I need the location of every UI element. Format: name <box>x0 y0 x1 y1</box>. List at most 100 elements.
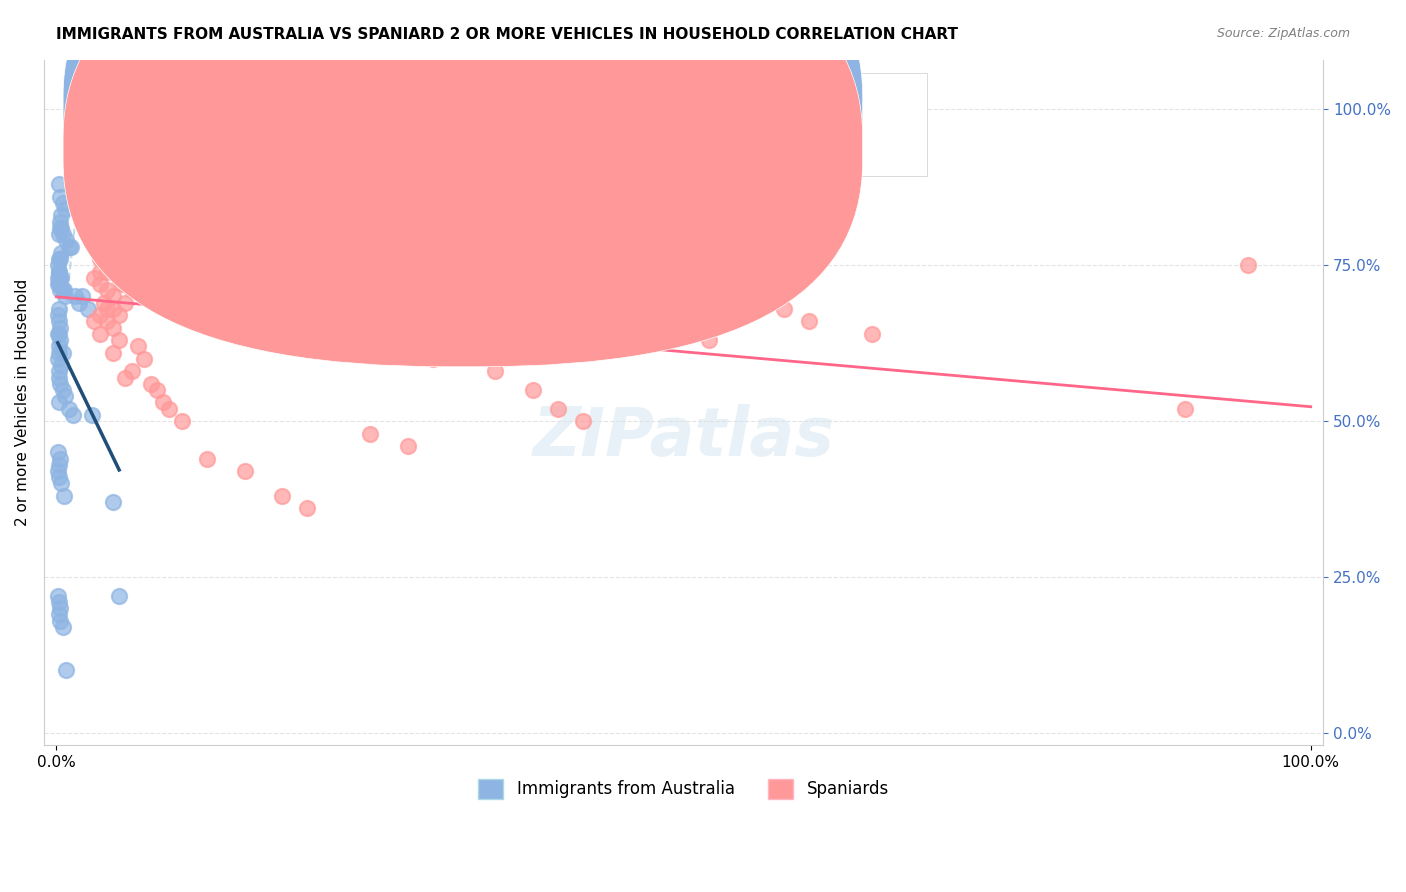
Point <box>86 233 108 247</box>
Point <box>114 370 136 384</box>
Point <box>51 358 73 372</box>
Text: ZIPatlas: ZIPatlas <box>533 404 835 470</box>
Point <box>114 258 136 272</box>
Point <box>48 458 70 472</box>
Point <box>359 426 381 441</box>
Point <box>48 277 70 291</box>
Point <box>152 395 174 409</box>
Point <box>48 595 70 609</box>
Point <box>108 308 131 322</box>
Point <box>396 439 419 453</box>
Point <box>101 495 124 509</box>
Point <box>860 326 883 341</box>
Point <box>139 376 162 391</box>
Point <box>48 607 70 622</box>
Point <box>108 270 131 285</box>
Point <box>773 301 796 316</box>
Point <box>49 220 72 235</box>
Point <box>49 252 72 266</box>
Point <box>101 301 124 316</box>
Point <box>48 264 70 278</box>
Point <box>46 270 69 285</box>
Point <box>48 178 70 192</box>
Point <box>46 308 69 322</box>
Text: Source: ZipAtlas.com: Source: ZipAtlas.com <box>1216 27 1350 40</box>
Point <box>52 383 75 397</box>
Point <box>297 501 319 516</box>
Point <box>233 464 256 478</box>
Text: R =  0.161   N = 74: R = 0.161 N = 74 <box>492 135 654 153</box>
Point <box>48 364 70 378</box>
Point <box>52 620 75 634</box>
Point <box>49 614 72 628</box>
Point <box>96 258 118 272</box>
Point <box>48 264 70 278</box>
Point <box>51 270 73 285</box>
Point <box>53 289 76 303</box>
Point <box>65 289 87 303</box>
Point <box>121 364 143 378</box>
Point <box>53 389 76 403</box>
Point <box>146 383 169 397</box>
Point <box>49 376 72 391</box>
Point <box>170 414 193 428</box>
Point <box>101 320 124 334</box>
Point <box>49 283 72 297</box>
Point <box>67 295 90 310</box>
Point <box>111 277 134 291</box>
Point <box>96 264 118 278</box>
Point <box>48 215 70 229</box>
Point <box>83 215 105 229</box>
Point <box>96 314 118 328</box>
Point <box>80 408 103 422</box>
Point <box>484 364 506 378</box>
Point <box>48 339 70 353</box>
Point <box>48 314 70 328</box>
Point <box>46 589 69 603</box>
Point <box>46 326 69 341</box>
Point <box>89 264 111 278</box>
Point <box>114 227 136 241</box>
Point <box>271 489 294 503</box>
Point <box>101 239 124 253</box>
Point <box>121 233 143 247</box>
Point <box>49 601 72 615</box>
Point <box>58 401 80 416</box>
Point <box>51 476 73 491</box>
Point <box>195 451 218 466</box>
Y-axis label: 2 or more Vehicles in Household: 2 or more Vehicles in Household <box>15 279 30 526</box>
Point <box>89 277 111 291</box>
Point <box>58 239 80 253</box>
Point <box>48 301 70 316</box>
Text: R = 0.332   N = 69: R = 0.332 N = 69 <box>492 94 650 112</box>
Point <box>89 252 111 266</box>
Point <box>672 320 695 334</box>
FancyBboxPatch shape <box>63 0 863 326</box>
Point <box>48 395 70 409</box>
Point <box>1237 258 1260 272</box>
Point <box>96 283 118 297</box>
Point <box>55 233 77 247</box>
Point <box>108 239 131 253</box>
Point <box>108 245 131 260</box>
FancyBboxPatch shape <box>63 0 863 367</box>
Point <box>89 326 111 341</box>
Point <box>49 190 72 204</box>
Point <box>83 314 105 328</box>
Point <box>48 326 70 341</box>
Point <box>108 220 131 235</box>
Point <box>127 339 149 353</box>
Point <box>49 451 72 466</box>
Point <box>422 351 444 366</box>
Point <box>48 345 70 359</box>
Point <box>1174 401 1197 416</box>
Point <box>52 227 75 241</box>
Point <box>48 370 70 384</box>
Point <box>83 270 105 285</box>
Point <box>49 333 72 347</box>
Point <box>101 345 124 359</box>
Point <box>522 383 544 397</box>
Point <box>647 326 669 341</box>
Point <box>51 209 73 223</box>
Point <box>89 308 111 322</box>
